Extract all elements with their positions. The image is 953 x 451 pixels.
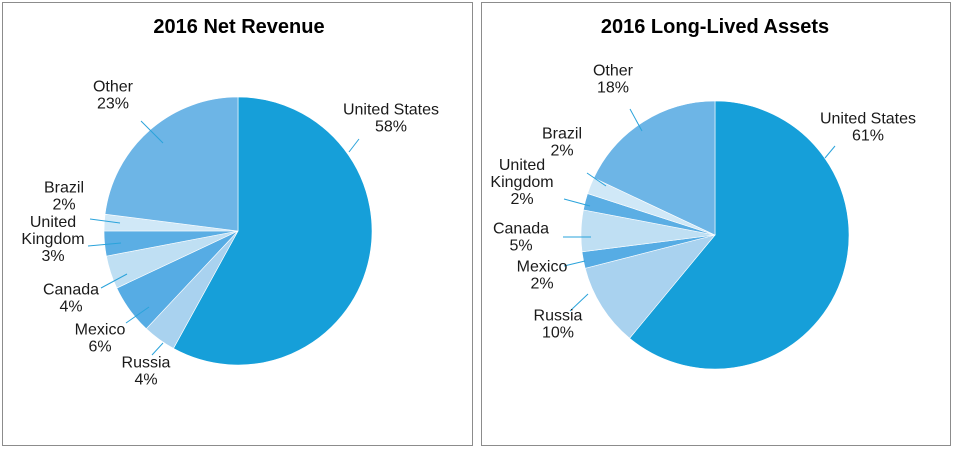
long-lived-assets-chart-panel: 2016 Long-Lived Assets United States 61% R… bbox=[481, 2, 951, 446]
net-revenue-pie-chart: 2016 Net Revenue United States 58% Russia 4… bbox=[21, 16, 439, 389]
pie-slice-russia bbox=[584, 234, 716, 339]
data-label-russia: Russia 4% bbox=[122, 355, 171, 389]
leader-line-mexico bbox=[125, 306, 150, 324]
data-label-other: Other 18% bbox=[593, 63, 634, 97]
leader-line-brazil bbox=[586, 172, 607, 187]
long-lived-assets-pie-chart: 2016 Long-Lived Assets United States 61% R… bbox=[490, 16, 916, 370]
data-label-brazil: Brazil 2% bbox=[542, 126, 582, 160]
data-label-united-states: United States 61% bbox=[820, 111, 916, 145]
leader-line-other bbox=[629, 108, 643, 132]
net-revenue-chart-panel: 2016 Net Revenue United States 58% Russia 4… bbox=[2, 2, 473, 446]
leader-line-united-kingdom bbox=[563, 198, 591, 207]
data-label-united-kingdom: United Kingdom 3% bbox=[21, 214, 84, 265]
data-label-russia: Russia 10% bbox=[534, 308, 583, 342]
leader-line-mexico bbox=[563, 260, 586, 267]
leader-line-brazil bbox=[89, 218, 121, 224]
leader-line-canada bbox=[100, 273, 128, 289]
chart-title: 2016 Net Revenue bbox=[153, 16, 324, 38]
leader-line-united-states bbox=[824, 145, 836, 159]
data-label-mexico: Mexico 6% bbox=[75, 322, 126, 356]
leader-line-united-kingdom bbox=[87, 242, 122, 247]
chart-title: 2016 Long-Lived Assets bbox=[601, 16, 829, 38]
pie-slice-united-states bbox=[173, 96, 373, 366]
leader-line-united-states bbox=[348, 138, 360, 153]
pie-slice-united-states bbox=[629, 100, 850, 370]
data-label-united-states: United States 58% bbox=[343, 102, 439, 136]
data-label-mexico: Mexico 2% bbox=[517, 259, 568, 293]
leader-line-russia bbox=[569, 293, 589, 312]
data-label-brazil: Brazil 2% bbox=[44, 180, 84, 214]
pie-slice-other bbox=[593, 100, 716, 236]
data-label-canada: Canada 4% bbox=[43, 282, 99, 316]
data-label-canada: Canada 5% bbox=[493, 221, 549, 255]
data-label-united-kingdom: United Kingdom 2% bbox=[490, 157, 553, 208]
leader-line-russia bbox=[151, 342, 164, 356]
pie-slice-other bbox=[104, 96, 239, 232]
leader-line-other bbox=[140, 120, 164, 144]
data-label-other: Other 23% bbox=[93, 79, 134, 113]
